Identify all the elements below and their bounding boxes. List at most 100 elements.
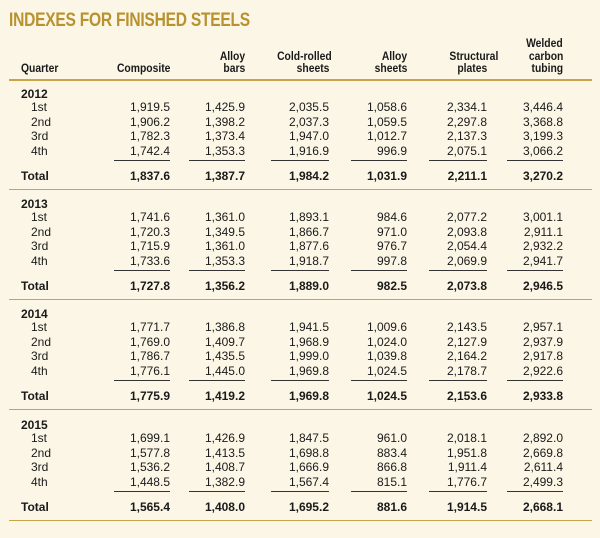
subtotal-rule <box>429 159 487 161</box>
table-cell: 3,446.4 <box>522 100 563 114</box>
table-cell: 2,093.8 <box>446 224 487 239</box>
total-cell: 2,073.8 <box>446 279 487 293</box>
table-cell: 1,999.0 <box>288 349 329 364</box>
subtotal-rule <box>271 490 329 492</box>
total-cell: 2,668.1 <box>522 500 563 514</box>
table-cell: 2,892.0 <box>522 431 563 445</box>
total-cell: 1,419.2 <box>204 389 245 403</box>
table-cell: 1,776.7 <box>446 475 487 490</box>
table-cell: 1,448.5 <box>129 475 170 490</box>
table-cell: 1,353.3 <box>204 254 245 269</box>
total-cell: 1,565.4 <box>129 500 170 514</box>
table-cell: 1,024.0 <box>366 334 407 349</box>
table-cell: 1,715.9 <box>129 239 170 254</box>
table-cell: 2,669.8 <box>522 445 563 460</box>
total-cell: 1,024.5 <box>366 389 407 403</box>
total-cell: 1,387.7 <box>204 169 245 183</box>
total-label: Total <box>21 389 49 403</box>
table-cell: 1,916.9 <box>288 144 329 159</box>
quarter-label: 1st <box>31 100 48 114</box>
total-cell: 1,408.0 <box>204 500 245 514</box>
header-composite: Composite <box>116 63 170 75</box>
header-quarter: Quarter <box>21 63 59 75</box>
total-cell: 1,889.0 <box>288 279 329 293</box>
table-cell: 1,567.4 <box>288 475 329 490</box>
table-cell: 1,577.8 <box>129 445 170 460</box>
table-cell: 1,361.0 <box>204 239 245 254</box>
table-cell: 2,035.5 <box>288 100 329 114</box>
table-cell: 2,137.3 <box>446 129 487 144</box>
header-alloy-bars-line1: Alloy <box>219 51 245 63</box>
table-cell: 1,947.0 <box>288 129 329 144</box>
header-alloy-bars-line2: bars <box>223 63 245 75</box>
table-cell: 1,866.7 <box>288 224 329 239</box>
table-cell: 3,368.8 <box>522 114 563 129</box>
table-cell: 984.6 <box>376 210 407 224</box>
table-cell: 1,906.2 <box>129 114 170 129</box>
table-cell: 997.8 <box>376 254 407 269</box>
table-cell: 1,941.5 <box>288 320 329 334</box>
year-label: 2013 <box>21 197 48 211</box>
quarter-label: 3rd <box>31 460 49 475</box>
header-structural-line1: Structural <box>449 51 498 63</box>
table-cell: 1,426.9 <box>204 431 245 445</box>
total-cell: 1,727.8 <box>129 279 170 293</box>
table-cell: 961.0 <box>376 431 407 445</box>
table-cell: 1,398.2 <box>204 114 245 129</box>
table-cell: 1,769.0 <box>129 334 170 349</box>
table-cell: 883.4 <box>376 445 407 460</box>
header-cold-rolled-line1: Cold-rolled <box>277 51 332 63</box>
subtotal-rule <box>429 269 487 271</box>
table-cell: 2,143.5 <box>446 320 487 334</box>
header-structural-line2: plates <box>457 63 487 75</box>
table-cell: 1,877.6 <box>288 239 329 254</box>
year-label: 2014 <box>21 307 48 321</box>
quarter-label: 1st <box>31 320 48 334</box>
subtotal-rule <box>114 490 170 492</box>
section-rule <box>9 189 592 190</box>
header-alloy-sheets-line2: sheets <box>374 63 407 75</box>
table-cell: 2,917.8 <box>522 349 563 364</box>
total-label: Total <box>21 279 49 293</box>
subtotal-rule <box>507 379 563 381</box>
section-rule <box>9 520 592 521</box>
table-cell: 1,435.5 <box>204 349 245 364</box>
total-cell: 1,969.8 <box>288 389 329 403</box>
header-alloy-sheets-line1: Alloy <box>381 51 407 63</box>
subtotal-rule <box>114 269 170 271</box>
table-cell: 2,127.9 <box>446 334 487 349</box>
header-welded-line2: carbon <box>528 51 563 63</box>
table-cell: 1,699.1 <box>129 431 170 445</box>
table-cell: 2,069.9 <box>446 254 487 269</box>
table-cell: 1,349.5 <box>204 224 245 239</box>
table-cell: 1,776.1 <box>129 364 170 379</box>
table-cell: 2,911.1 <box>523 224 563 239</box>
subtotal-rule <box>507 159 563 161</box>
total-cell: 1,914.5 <box>446 500 487 514</box>
quarter-label: 4th <box>31 364 48 379</box>
subtotal-rule <box>351 159 407 161</box>
table-cell: 866.8 <box>376 460 407 475</box>
subtotal-rule <box>189 379 245 381</box>
table-cell: 1,408.7 <box>204 460 245 475</box>
subtotal-rule <box>429 379 487 381</box>
table-cell: 2,957.1 <box>522 320 563 334</box>
quarter-label: 3rd <box>31 349 49 364</box>
table-cell: 2,018.1 <box>446 431 487 445</box>
total-label: Total <box>21 500 49 514</box>
subtotal-rule <box>114 379 170 381</box>
subtotal-rule <box>507 490 563 492</box>
year-label: 2012 <box>21 87 48 101</box>
subtotal-rule <box>271 159 329 161</box>
table-cell: 815.1 <box>376 475 407 490</box>
quarter-label: 2nd <box>31 114 52 129</box>
total-cell: 2,946.5 <box>522 279 563 293</box>
table-cell: 1,847.5 <box>288 431 329 445</box>
quarter-label: 2nd <box>31 445 52 460</box>
subtotal-rule <box>271 379 329 381</box>
table-cell: 1,536.2 <box>129 460 170 475</box>
quarter-label: 1st <box>31 431 48 445</box>
table-cell: 1,059.5 <box>366 114 407 129</box>
total-cell: 1,775.9 <box>129 389 170 403</box>
